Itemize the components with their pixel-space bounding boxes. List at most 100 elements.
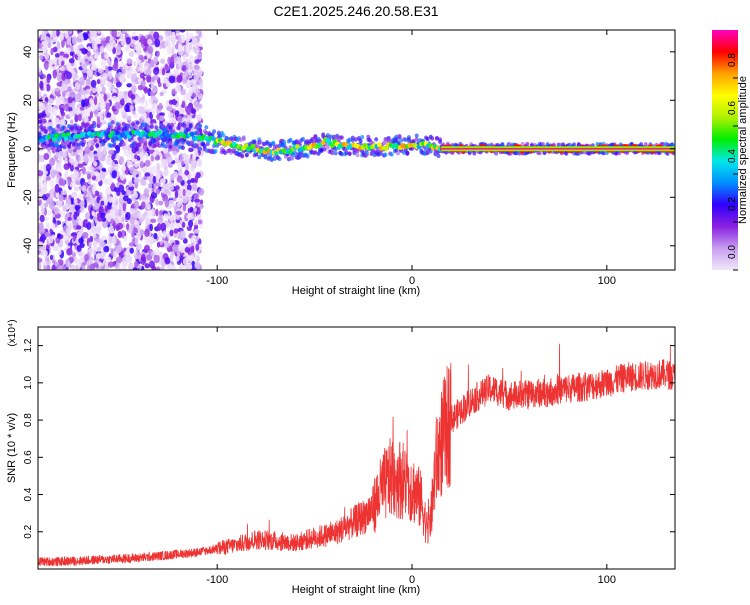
- spectrogram-cell: [101, 235, 107, 241]
- spectrogram-cell: [155, 208, 159, 217]
- spectrogram-cell: [76, 50, 83, 57]
- spectrogram-cell: [325, 144, 330, 150]
- spectrogram-cell: [71, 36, 78, 45]
- spectrogram-cell: [77, 55, 83, 64]
- spectrogram-cell: [92, 64, 98, 71]
- spectrogram-cell: [186, 184, 192, 191]
- spectrogram-cell: [168, 193, 173, 199]
- snr-y-label: SNR (10 * v/v): [6, 413, 18, 483]
- spectrogram-cell: [173, 171, 178, 179]
- spectrogram-cell: [250, 143, 256, 149]
- spectrogram-cell: [117, 230, 123, 239]
- spectrogram-cell: [617, 150, 622, 156]
- spectrogram-cell: [61, 189, 68, 195]
- spectrogram-cell: [149, 120, 154, 125]
- spectrogram-cell: [118, 184, 125, 193]
- spectrogram-cell: [72, 108, 77, 114]
- spectrogram-cell: [328, 134, 333, 139]
- spectrogram-cell: [108, 84, 115, 92]
- snr-series-line: [38, 343, 675, 567]
- spectrogram-cell: [104, 178, 109, 186]
- spectrogram-cell: [210, 136, 216, 141]
- spectrogram-cell: [197, 219, 203, 225]
- spectrogram-cell: [95, 223, 102, 228]
- y-tick-label: 1.0: [23, 375, 34, 389]
- y-tick-label: 0: [22, 146, 34, 152]
- spectrogram-cell: [166, 105, 173, 112]
- spectrogram-cell: [59, 66, 65, 71]
- spectrogram-cell: [184, 163, 189, 172]
- snr-x-ticks: -100 0 100: [206, 327, 616, 586]
- spectrogram-cell: [76, 145, 81, 151]
- spectrogram-cell: [170, 116, 177, 124]
- spectrogram-cell: [190, 245, 195, 253]
- spectrogram-cell: [65, 62, 72, 70]
- spectrogram-y-ticks: -40 -20 0 20 40: [22, 46, 675, 254]
- spectrogram-cell: [197, 79, 203, 86]
- spectrogram-cell: [120, 216, 125, 222]
- spectrogram-cell: [127, 115, 132, 121]
- colorbar-label: Normalized spectral amplitude: [737, 76, 749, 224]
- spectrogram-cell: [174, 110, 180, 117]
- spectrogram-cell: [74, 204, 81, 211]
- y-tick-label: 0.8: [23, 413, 34, 427]
- spectrogram-cell: [131, 232, 135, 238]
- spectrogram-cell: [67, 216, 72, 221]
- spectrogram-cell: [63, 163, 70, 171]
- spectrogram-cell: [399, 138, 404, 143]
- spectrogram-cell: [197, 103, 203, 109]
- spectrogram-cell: [48, 128, 53, 134]
- spectrogram-cell: [186, 92, 191, 101]
- spectrogram-cell: [182, 54, 187, 63]
- spectrogram-cell: [190, 140, 195, 145]
- spectrogram-cell: [136, 50, 141, 56]
- spectrogram-cell: [171, 98, 178, 106]
- spectrogram-cell: [144, 228, 150, 237]
- y-tick-label: 0.2: [23, 524, 34, 538]
- spectrogram-cell: [143, 141, 148, 146]
- spectrogram-cell: [182, 152, 187, 158]
- spectrogram-cell: [42, 249, 48, 257]
- spectrogram-cell: [193, 193, 200, 200]
- spectrogram-cell: [66, 220, 71, 227]
- spectrogram-cell: [121, 111, 128, 120]
- spectrogram-cell: [56, 81, 63, 87]
- spectrogram-cell: [106, 203, 112, 210]
- spectrogram-cell: [100, 212, 106, 219]
- spectrogram-cell: [70, 197, 75, 204]
- spectrogram-cell: [55, 178, 60, 186]
- spectrogram-cell: [136, 243, 142, 250]
- spectrogram-cell: [74, 125, 79, 130]
- spectrogram-cell: [82, 112, 87, 118]
- spectrogram-cell: [43, 181, 48, 189]
- spectrogram-cell: [192, 37, 198, 46]
- spectrogram-cell: [182, 258, 188, 266]
- spectrogram-cell: [150, 95, 157, 100]
- spectrogram-cell: [188, 73, 193, 78]
- spectrogram-cell: [123, 94, 128, 102]
- spectrogram-cell: [191, 260, 196, 268]
- spectrogram-cell: [360, 134, 365, 140]
- spectrogram-cell: [145, 217, 150, 226]
- y-tick-label: 0.4: [23, 487, 34, 501]
- spectrogram-cell: [99, 113, 104, 121]
- spectrogram-cell: [177, 115, 183, 123]
- spectrogram-cell: [197, 42, 203, 47]
- spectrogram-cell: [133, 187, 137, 195]
- spectrogram-cell: [90, 79, 97, 88]
- spectrogram-cell: [149, 237, 155, 245]
- spectrogram-cell: [190, 108, 197, 114]
- spectrogram-cell: [181, 195, 188, 204]
- spectrogram-cell: [156, 168, 161, 176]
- spectrogram-cell: [78, 193, 83, 200]
- spectrogram-cell: [169, 264, 176, 270]
- spectrogram-cell: [93, 53, 99, 60]
- spectrogram-cell: [128, 262, 134, 270]
- spectrogram-cell: [364, 150, 369, 155]
- spectrogram-cell: [139, 161, 144, 169]
- spectrogram-cell: [119, 77, 123, 83]
- spectrogram-cell: [108, 72, 113, 80]
- spectrogram-cell: [133, 60, 137, 67]
- spectrogram-cell: [193, 43, 197, 48]
